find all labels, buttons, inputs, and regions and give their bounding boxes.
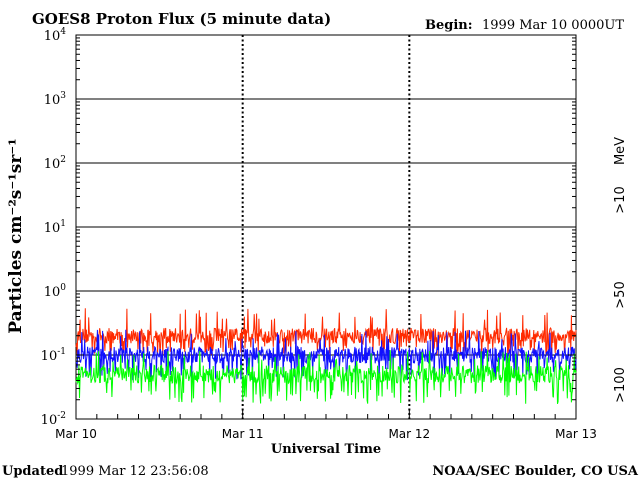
x-tick-label: Mar 12	[388, 427, 430, 441]
y-axis-label: Particles cm⁻²s⁻¹sr⁻¹	[6, 138, 26, 333]
legend-label-100mev: >100	[613, 367, 628, 403]
x-axis-ticks: Mar 10 Mar 11 Mar 12 Mar 13	[55, 409, 597, 441]
x-tick-label: Mar 11	[222, 427, 264, 441]
legend-label-50mev: >50	[613, 281, 628, 308]
y-axis-ticks: 104 103 102 101 100 10-1 10-2	[41, 27, 576, 428]
chart-title: GOES8 Proton Flux (5 minute data)	[32, 10, 331, 28]
legend-label-10mev: >10	[613, 186, 628, 213]
begin-value: 1999 Mar 10 0000UT	[482, 18, 624, 33]
series-group	[75, 308, 577, 405]
x-tick-label: Mar 13	[555, 427, 597, 441]
x-axis-label: Universal Time	[271, 442, 381, 457]
updated-label: Updated	[2, 464, 63, 479]
begin-label: Begin:	[425, 18, 473, 33]
credit-text: NOAA/SEC Boulder, CO USA	[432, 464, 639, 479]
x-tick-label: Mar 10	[55, 427, 97, 441]
y-tick-label: 10-1	[41, 347, 66, 364]
y-tick-label: 103	[44, 91, 67, 108]
y-tick-label: 101	[44, 219, 66, 236]
y-tick-label: 104	[44, 27, 67, 44]
y-tick-label: 102	[44, 155, 66, 172]
updated-value: 1999 Mar 12 23:56:08	[61, 464, 209, 479]
y-tick-label: 100	[44, 283, 67, 300]
legend-unit: MeV	[613, 137, 628, 165]
series-line	[75, 350, 577, 405]
y-tick-label: 10-2	[41, 411, 66, 428]
